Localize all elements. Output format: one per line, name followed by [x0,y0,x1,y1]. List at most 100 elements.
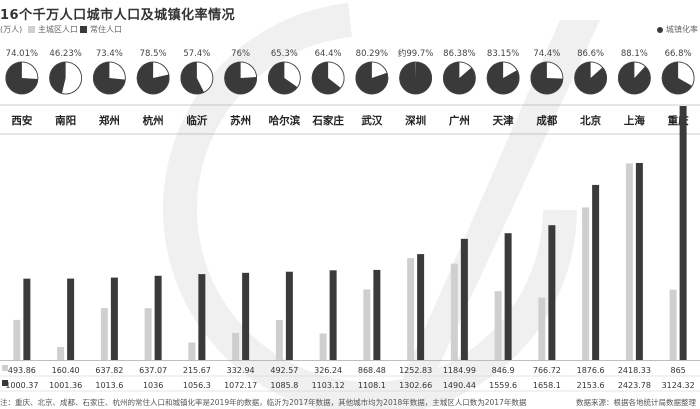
rate-pie-outline [136,61,170,95]
bar-resident [242,272,250,360]
urban-value-label: 215.67 [183,366,211,375]
category-label: 南阳 [55,114,76,127]
category-label: 天津 [493,114,514,127]
legend-resident: 常住人口 [80,24,122,35]
resident-value-label: 1000.37 [5,381,38,390]
footnote: 注：重庆、北京、成都、石家庄、杭州的常住人口和城镇化率是2019年的数据，临沂为… [0,398,527,407]
rate-pie-slice [487,62,520,94]
rate-pie-slice [574,62,607,94]
resident-value-label: 1103.12 [312,381,345,390]
rate-label: 88.1% [621,49,648,59]
bar-urban [407,258,415,360]
resident-value-label: 1302.66 [399,381,432,390]
rate-pie-slice [224,62,257,94]
rate-pie-slice [618,62,651,94]
bar-urban [57,346,65,360]
table-urban-swatch [2,365,8,371]
resident-value-label: 1490.44 [443,381,476,390]
urban-value-label: 868.48 [358,366,386,375]
rate-pie-slice [355,62,388,94]
rate-pie-outline [5,61,39,95]
rate-label: 86.6% [577,49,604,59]
bar-resident [198,274,206,360]
bar-urban [100,308,108,360]
resident-value-label: 1013.6 [95,381,123,390]
rate-pie-slice [268,62,298,94]
urban-value-label: 846.9 [492,366,515,375]
rate-pie-outline [661,61,695,95]
rate-pie-slice [137,62,170,94]
bar-resident [110,277,118,360]
rate-label: 65.3% [271,49,298,59]
legend-rate-label: 城镇化率 [666,25,698,34]
resident-value-label: 2153.6 [577,381,605,390]
urban-value-label: 1184.99 [443,366,476,375]
urban-value-label: 637.82 [95,366,123,375]
rate-pie-outline [92,61,126,95]
resident-value-label: 1036 [143,381,163,390]
rate-pie-outline [224,61,258,95]
category-label: 杭州 [143,114,164,127]
bar-urban [625,163,633,360]
rate-pie-slice [443,62,476,94]
category-label: 哈尔滨 [269,114,301,127]
urban-value-label: 1876.6 [577,366,605,375]
rate-pie-slice [662,62,693,94]
legend-rate: 城镇化率 [657,24,698,35]
category-label: 广州 [449,114,470,127]
rate-pie-outline [180,61,214,95]
rate-pie-outline [49,61,83,95]
legend-urban: 主城区人口 [28,24,78,35]
urban-value-label: 160.40 [52,366,80,375]
rate-label: 78.5% [140,49,167,59]
bar-resident [592,184,600,360]
bar-urban [188,342,196,360]
legend-resident-swatch [80,26,87,33]
bar-urban [582,207,590,360]
legend-rate-dot [657,26,663,33]
bar-resident [67,278,75,360]
category-label: 郑州 [99,114,120,127]
rate-pie-slice [5,62,38,94]
urban-value-label: 1252.83 [399,366,432,375]
urban-value-label: 326.24 [314,366,342,375]
bar-resident [635,162,643,360]
bar-urban [450,263,458,360]
rate-label: 73.4% [96,49,123,59]
unit-label: (万人) [0,25,23,34]
urban-value-label: 637.07 [139,366,167,375]
watermark-slash [400,20,600,385]
rate-label: 74.4% [533,49,560,59]
bar-urban [232,332,240,360]
category-label: 武汉 [361,114,382,127]
urban-value-label: 332.94 [227,366,255,375]
rate-label: 64.4% [315,49,342,59]
resident-value-label: 1085.8 [270,381,298,390]
bar-urban [144,308,152,360]
resident-value-label: 3124.32 [662,381,695,390]
resident-value-label: 1072.17 [224,381,257,390]
rate-label: 57.4% [183,49,210,59]
category-label: 上海 [624,114,645,127]
bar-resident [23,278,31,360]
rate-pie-outline [442,61,476,95]
bar-urban [363,289,371,360]
chart-title: 16个千万人口城市人口及城镇化率情况 [0,8,236,23]
resident-value-label: 1001.36 [49,381,82,390]
rate-pie-slice [93,62,126,94]
bar-urban [13,319,21,360]
category-label: 北京 [580,114,601,127]
rate-pie-outline [355,61,389,95]
rate-label: 83.15% [487,49,519,59]
rate-label: 86.38% [443,49,475,59]
category-label: 深圳 [405,114,426,127]
resident-value-label: 1658.1 [533,381,561,390]
rate-label: 46.23% [49,49,81,59]
legend-urban-swatch [28,26,35,33]
rate-label: 76% [231,49,250,59]
bar-resident [504,233,512,360]
rate-label: 74.01% [6,49,38,59]
urban-value-label: 492.57 [270,366,298,375]
rate-label: 约99.7% [398,48,434,59]
bar-resident [548,225,556,360]
